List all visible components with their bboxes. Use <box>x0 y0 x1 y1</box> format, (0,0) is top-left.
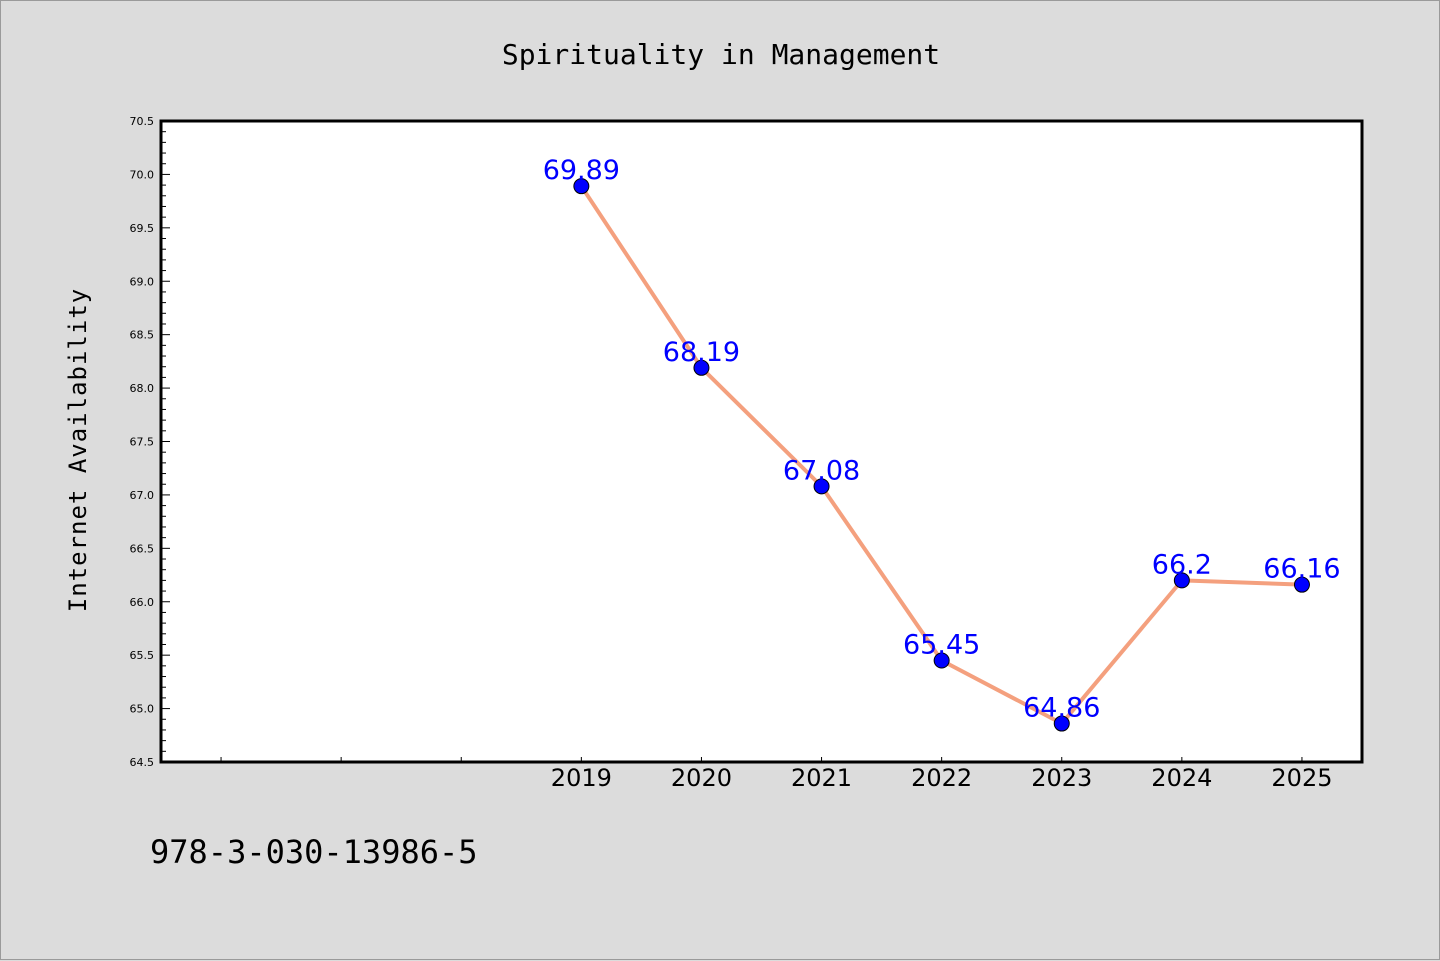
y-axis-label: Internet Availability <box>64 288 92 612</box>
x-tick-label: 2023 <box>1031 764 1092 792</box>
data-label: 66.16 <box>1263 554 1340 585</box>
y-tick-label: 67.5 <box>130 436 155 449</box>
data-point <box>1173 572 1190 589</box>
x-tick-label: 2025 <box>1271 764 1332 792</box>
data-label: 64.86 <box>1023 693 1100 724</box>
data-label: 67.08 <box>783 455 860 486</box>
data-label: 69.89 <box>543 155 620 186</box>
axes: 64.5 65.0 65.5 66.0 66.5 67.0 67.5 68.0 68.5 69.0… <box>130 115 1333 792</box>
data-point <box>813 478 830 495</box>
y-tick-label: 68.0 <box>130 382 155 395</box>
x-tick-label: 2019 <box>551 764 612 792</box>
data-point <box>933 652 950 669</box>
data-label: 65.45 <box>903 630 980 661</box>
y-tick-label: 70.0 <box>130 168 155 181</box>
x-tick-label: 2020 <box>671 764 732 792</box>
y-tick-label: 68.5 <box>130 329 155 342</box>
footer-isbn: 978-3-030-13986-5 <box>150 833 478 871</box>
data-point <box>573 178 590 195</box>
y-tick-label: 69.0 <box>130 275 155 288</box>
series-layer: 69.89 68.19 67.08 65.45 64.86 66.2 66.16 <box>543 155 1341 732</box>
chart-title: Spirituality in Management <box>502 38 940 71</box>
data-point <box>1053 715 1070 732</box>
y-tick-label: 66.0 <box>130 596 155 609</box>
y-tick-label: 65.5 <box>130 649 155 662</box>
data-label: 68.19 <box>663 337 740 368</box>
y-tick-label: 64.5 <box>130 756 155 769</box>
y-tick-label: 69.5 <box>130 222 155 235</box>
plot-area <box>159 119 1364 764</box>
y-tick-label: 70.5 <box>130 115 155 128</box>
data-label: 66.2 <box>1152 549 1212 580</box>
y-tick-label: 67.0 <box>130 489 155 502</box>
y-tick-label: 66.5 <box>130 542 155 555</box>
data-point <box>1293 576 1310 593</box>
x-tick-label: 2024 <box>1151 764 1212 792</box>
data-point <box>693 359 710 376</box>
y-tick-label: 65.0 <box>130 703 155 716</box>
x-tick-label: 2022 <box>911 764 972 792</box>
x-tick-label: 2021 <box>791 764 852 792</box>
